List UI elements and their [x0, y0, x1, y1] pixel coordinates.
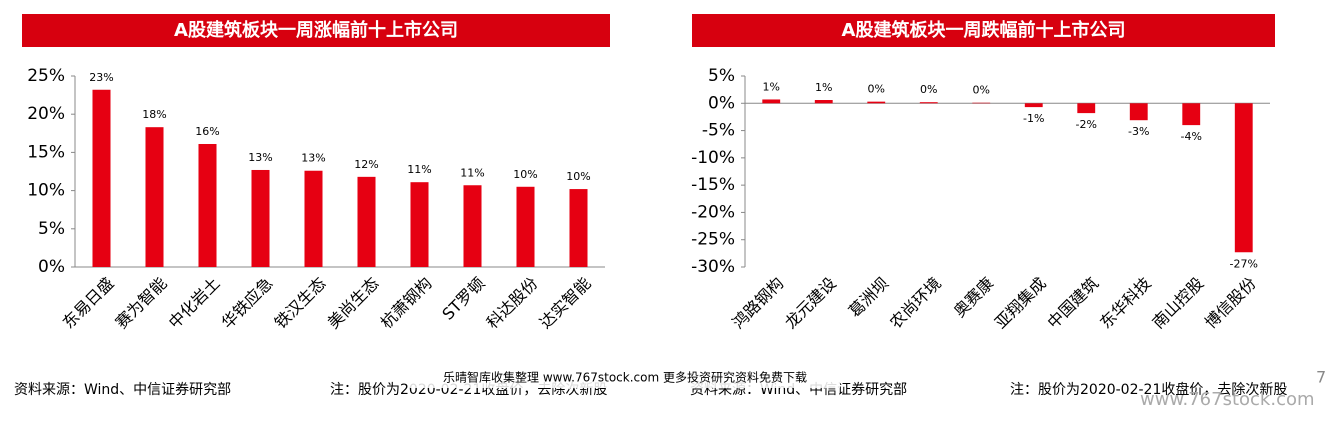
x-tick-label: ST罗顿: [438, 274, 488, 324]
bar: [762, 99, 781, 104]
y-tick-label: 0%: [38, 257, 65, 277]
y-tick-label: -20%: [691, 202, 735, 222]
value-label: 0%: [973, 84, 990, 97]
bar: [972, 102, 991, 104]
x-tick-label: 亚翔集成: [991, 274, 1050, 333]
value-label: 18%: [142, 108, 166, 121]
bar: [1129, 103, 1148, 121]
title-bar: [692, 14, 1275, 47]
value-label: 0%: [920, 83, 937, 96]
y-tick-label: -25%: [691, 230, 735, 250]
value-label: 23%: [89, 71, 113, 84]
y-tick-label: 0%: [708, 93, 735, 113]
bar: [92, 89, 111, 267]
value-label: 10%: [566, 170, 590, 183]
value-label: 13%: [301, 152, 325, 165]
value-label: 1%: [763, 80, 780, 93]
bar: [919, 102, 938, 104]
x-tick-label: 达实智能: [536, 274, 595, 333]
chart-title: A股建筑板块一周涨幅前十上市公司: [174, 19, 458, 41]
bar: [1234, 103, 1253, 253]
bar: [516, 186, 535, 267]
y-tick-label: 10%: [27, 181, 65, 201]
y-tick-label: -15%: [691, 175, 735, 195]
value-label: 16%: [195, 125, 219, 138]
y-tick-label: 5%: [708, 66, 735, 86]
site: www.767stock.com: [1140, 389, 1315, 410]
x-tick-label: 铁汉生态: [271, 274, 330, 333]
title-bar: [22, 14, 610, 47]
bar: [463, 185, 482, 267]
x-tick-label: 葛洲坝: [845, 274, 892, 321]
chart: A股建筑板块一周跌幅前十上市公司 -30% -25% -20% -15% -10% -5% 0…: [691, 14, 1275, 332]
y-tick-label: -30%: [691, 257, 735, 277]
y-tick-label: 5%: [38, 219, 65, 239]
bar: [304, 170, 323, 267]
bar: [814, 100, 833, 104]
watermark-bg: [410, 368, 840, 388]
bar: [1182, 103, 1201, 126]
bar: [410, 182, 429, 267]
x-tick-label: 博信股份: [1201, 274, 1260, 333]
y-tick-label: 20%: [27, 104, 65, 124]
value-label: 13%: [248, 151, 272, 164]
value-label: 1%: [815, 81, 832, 94]
y-tick-label: 15%: [27, 142, 65, 162]
x-tick-label: 杭萧钢构: [377, 274, 436, 333]
x-tick-label: 南山控股: [1149, 274, 1208, 333]
chart-title: A股建筑板块一周跌幅前十上市公司: [842, 19, 1126, 41]
bar: [198, 143, 217, 267]
y-tick-label: 25%: [27, 66, 65, 86]
value-label: 10%: [513, 168, 537, 181]
value-label: -3%: [1128, 125, 1149, 138]
bar: [145, 127, 164, 267]
y-tick-label: -5%: [702, 121, 735, 141]
chart: A股建筑板块一周涨幅前十上市公司 0% 5% 10% 15% 20% 25% 23% 东易日盛 1…: [22, 14, 610, 332]
bar: [569, 189, 588, 267]
x-tick-label: 赛为智能: [112, 274, 171, 333]
source: 资料来源：Wind、中信证券研究部: [14, 382, 231, 398]
value-label: 11%: [460, 166, 484, 179]
x-tick-label: 科达股份: [483, 274, 542, 333]
bar: [867, 101, 886, 104]
value-label: -2%: [1076, 118, 1097, 131]
bar: [1077, 103, 1096, 114]
x-tick-label: 美尚生态: [324, 274, 383, 333]
x-tick-label: 东易日盛: [59, 274, 118, 333]
value-label: -1%: [1023, 112, 1044, 125]
x-tick-label: 中国建筑: [1044, 274, 1103, 333]
bar: [357, 176, 376, 267]
watermark: 乐晴智库收集整理 www.767stock.com 更多投资研究资料免费下载: [443, 370, 807, 385]
x-tick-label: 农尚环境: [886, 274, 945, 333]
bar: [1024, 103, 1043, 108]
y-tick-label: -10%: [691, 148, 735, 168]
value-label: -4%: [1181, 130, 1202, 143]
x-tick-label: 中化岩土: [165, 274, 224, 333]
x-tick-label: 鸿路钢构: [729, 274, 788, 333]
value-label: -27%: [1230, 257, 1258, 270]
x-tick-label: 东华科技: [1096, 274, 1155, 333]
value-label: 12%: [354, 158, 378, 171]
page-number: 7: [1316, 368, 1326, 387]
x-tick-label: 龙元建设: [781, 274, 840, 333]
value-label: 11%: [407, 163, 431, 176]
value-label: 0%: [868, 83, 885, 96]
bar: [251, 169, 270, 267]
note: 注：股价为2020-02-21收盘价，去除次新股: [1010, 381, 1287, 398]
x-tick-label: 华铁应急: [218, 274, 277, 333]
x-tick-label: 奥赛康: [950, 274, 997, 321]
